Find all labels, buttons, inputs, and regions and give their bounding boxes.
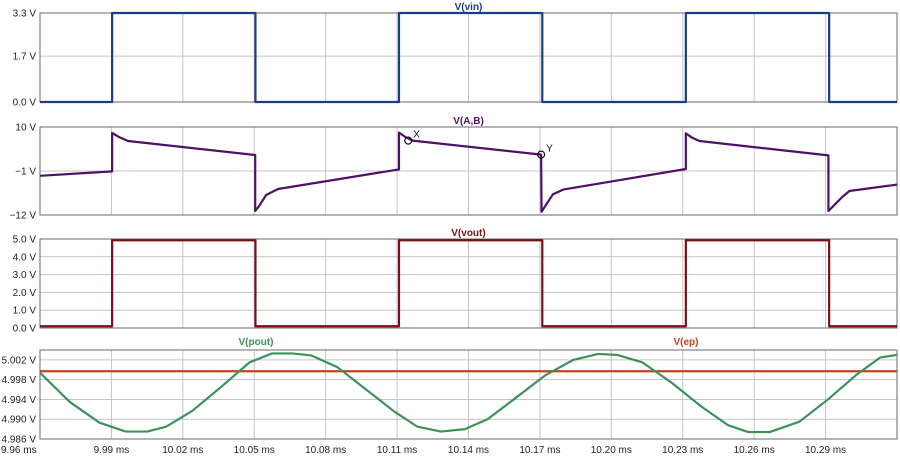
marker-label: Y — [546, 144, 553, 155]
y-tick-label: 0.0 V — [13, 98, 37, 109]
marker-point — [537, 150, 546, 159]
x-tick-label: 10.05 ms — [234, 445, 275, 456]
y-tick-label: 4.994 V — [2, 395, 37, 406]
y-tick-label: 0.0 V — [13, 324, 37, 335]
x-axis: 9.96 ms 9.99 ms 10.02 ms 10.05 ms 10.08 ms 10… — [1, 445, 846, 456]
series-line-vab — [39, 131, 898, 213]
x-tick-label: 9.96 ms — [1, 445, 37, 456]
x-tick-label: 10.29 ms — [805, 445, 846, 456]
marker-label: X — [413, 130, 420, 141]
series-line-pout — [39, 352, 898, 434]
x-tick-label: 10.14 ms — [448, 445, 489, 456]
panel-title: V(vin) — [455, 2, 483, 13]
y-tick-label: 3.0 V — [13, 270, 37, 281]
panel-vout: 5.0 V 4.0 V 3.0 V 2.0 V 1.0 V 0.0 V V(vout) — [13, 228, 898, 335]
marker-point — [404, 136, 413, 145]
y-tick-label: 1.0 V — [13, 306, 37, 317]
legend-label-pout: V(pout) — [239, 337, 274, 348]
panel-title: V(A,B) — [453, 116, 484, 127]
x-tick-label: 10.08 ms — [305, 445, 346, 456]
legend-label-ep: V(ep) — [674, 337, 699, 348]
y-tick-label: 5.002 V — [2, 355, 37, 366]
y-tick-label: 4.0 V — [13, 252, 37, 263]
panel-pout: 5.002 V 4.998 V 4.994 V 4.990 V 4.986 V V(pou… — [2, 337, 898, 446]
y-tick-label: 4.990 V — [2, 415, 37, 426]
y-tick-label: 4.998 V — [2, 375, 37, 386]
x-tick-label: 10.17 ms — [519, 445, 560, 456]
panel-vab: 10 V −1 V −12 V V(A,B) X Y — [10, 116, 898, 222]
x-tick-label: 10.23 ms — [662, 445, 703, 456]
y-tick-label: 10 V — [15, 123, 36, 134]
series-line-vin — [40, 11, 897, 104]
x-tick-label: 10.11 ms — [377, 445, 417, 456]
panel-title: V(vout) — [451, 228, 485, 239]
y-tick-label: −1 V — [15, 167, 36, 178]
panel-vin: 3.3 V 1.7 V 0.0 V V(vin) — [13, 2, 898, 109]
y-tick-label: 4.986 V — [2, 435, 37, 446]
panel-frame — [39, 238, 898, 329]
y-tick-label: 3.3 V — [13, 9, 37, 20]
plot-panels: 3.3 V 1.7 V 0.0 V V(vin) 10 V −1 V −12 V V(A,B)… — [2, 2, 898, 446]
y-tick-label: 2.0 V — [13, 288, 37, 299]
panel-frame — [39, 349, 898, 440]
series-line-vout — [40, 239, 897, 328]
x-tick-label: 10.26 ms — [734, 445, 775, 456]
y-tick-label: −12 V — [10, 211, 37, 222]
y-tick-label: 5.0 V — [13, 235, 37, 246]
y-tick-label: 1.7 V — [13, 52, 37, 63]
x-tick-label: 10.20 ms — [591, 445, 632, 456]
x-tick-label: 10.02 ms — [162, 445, 203, 456]
x-tick-label: 9.99 ms — [94, 445, 130, 456]
panel-frame — [39, 126, 898, 216]
